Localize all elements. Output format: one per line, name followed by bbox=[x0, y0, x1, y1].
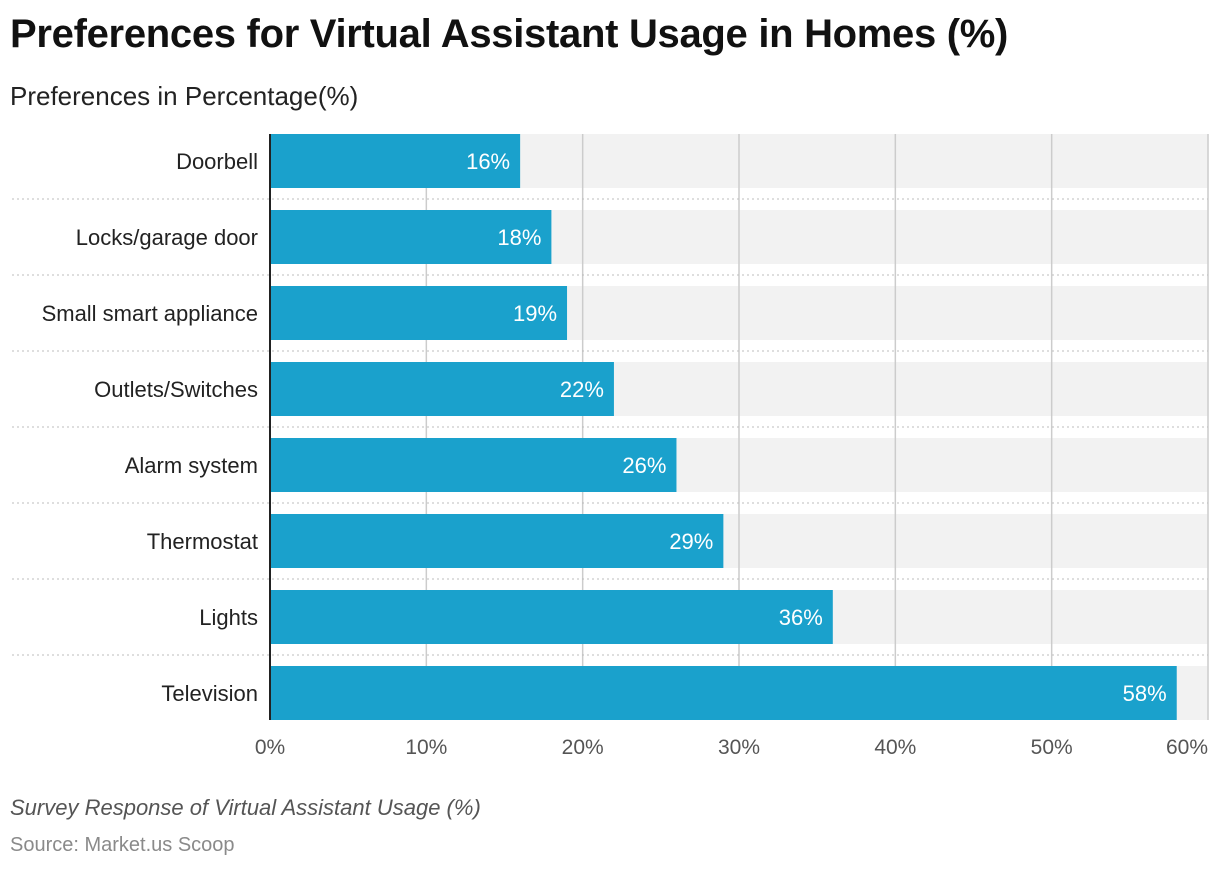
bar bbox=[270, 514, 724, 568]
x-tick-label: 20% bbox=[562, 736, 604, 759]
category-label: Alarm system bbox=[125, 453, 258, 478]
bar bbox=[270, 438, 677, 492]
chart-title: Preferences for Virtual Assistant Usage … bbox=[10, 12, 1009, 56]
x-tick-label: 40% bbox=[874, 736, 916, 759]
bar bbox=[270, 210, 552, 264]
category-label: Television bbox=[161, 681, 258, 706]
bar bbox=[270, 286, 568, 340]
chart-footnote: Survey Response of Virtual Assistant Usa… bbox=[10, 795, 481, 820]
bar-value-label: 22% bbox=[560, 377, 604, 402]
bar-value-label: 58% bbox=[1123, 681, 1167, 706]
x-tick-label: 0% bbox=[255, 736, 285, 759]
bar bbox=[270, 666, 1177, 720]
bar-value-label: 18% bbox=[497, 225, 541, 250]
category-label: Outlets/Switches bbox=[94, 377, 258, 402]
bar bbox=[270, 590, 833, 644]
x-tick-label: 30% bbox=[718, 736, 760, 759]
x-tick-label: 60% bbox=[1166, 736, 1208, 759]
bar-value-label: 29% bbox=[669, 529, 713, 554]
category-label: Locks/garage door bbox=[76, 225, 258, 250]
bar bbox=[270, 134, 521, 188]
category-label: Thermostat bbox=[147, 529, 258, 554]
bar-value-label: 36% bbox=[779, 605, 823, 630]
bar-value-label: 19% bbox=[513, 301, 557, 326]
category-label: Small smart appliance bbox=[42, 301, 258, 326]
bar bbox=[270, 362, 614, 416]
x-tick-label: 50% bbox=[1031, 736, 1073, 759]
x-tick-label: 10% bbox=[405, 736, 447, 759]
chart-subtitle: Preferences in Percentage(%) bbox=[10, 81, 359, 111]
bar-value-label: 16% bbox=[466, 149, 510, 174]
bar-value-label: 26% bbox=[622, 453, 666, 478]
category-label: Doorbell bbox=[176, 149, 258, 174]
chart-source: Source: Market.us Scoop bbox=[10, 834, 235, 856]
category-label: Lights bbox=[199, 605, 258, 630]
